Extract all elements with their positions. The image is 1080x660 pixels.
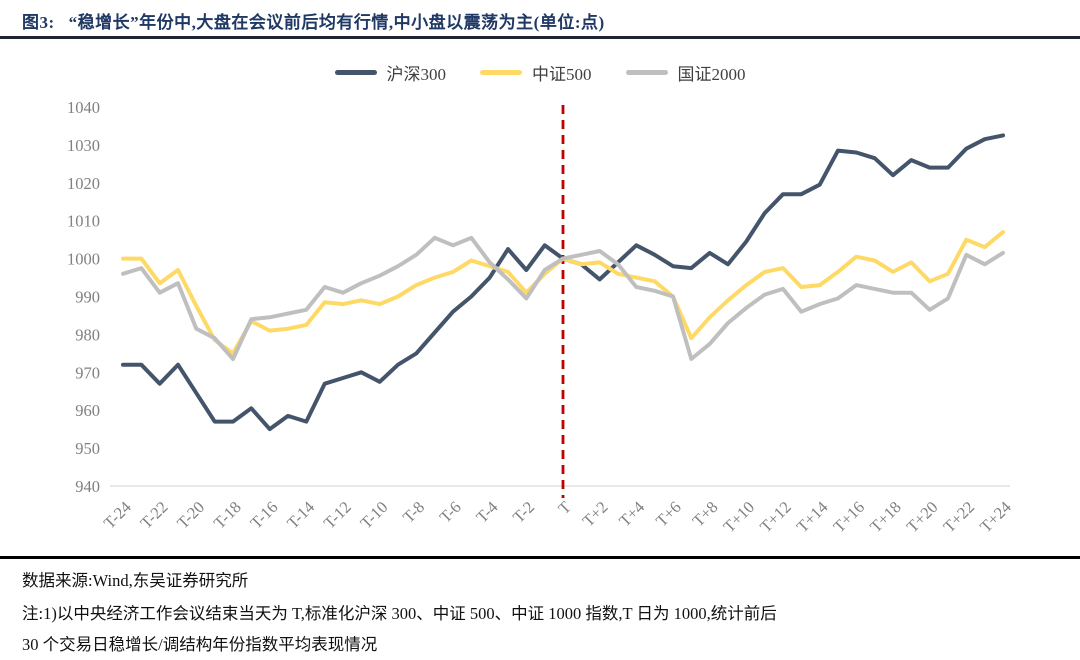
x-axis-tick-label: T+16 [829, 497, 868, 536]
y-axis-tick-label: 1030 [67, 136, 100, 155]
y-axis-tick-label: 960 [75, 401, 100, 420]
legend-label-zz500: 中证500 [532, 65, 592, 84]
y-axis-tick-label: 1040 [67, 98, 100, 117]
x-axis-tick-label: T [554, 497, 575, 518]
top-divider [0, 36, 1080, 39]
y-axis-tick-label: 990 [75, 288, 100, 307]
x-axis-tick-label: T-10 [356, 497, 391, 532]
legend-item-hs300[interactable]: 沪深300 [334, 60, 447, 85]
x-axis-tick-label: T+20 [903, 497, 942, 536]
x-axis-tick-label: T-24 [100, 497, 135, 532]
x-axis-tick-label: T+6 [652, 497, 685, 530]
y-axis-tick-label: 1010 [67, 212, 100, 231]
x-axis-tick-label: T-4 [472, 497, 501, 526]
figure-note-line2: 30 个交易日稳增长/调结构年份指数平均表现情况 [22, 635, 378, 654]
y-axis-tick-label: 940 [75, 477, 100, 496]
x-axis-tick-label: T+24 [976, 497, 1015, 536]
x-axis-tick-label: T-22 [136, 497, 171, 532]
y-axis-tick-label: 1000 [67, 250, 100, 269]
series-line-沪深300 [121, 133, 1005, 432]
x-axis-tick-label: T-8 [399, 497, 428, 526]
figure-title-text: “稳增长”年份中,大盘在会议前后均有行情,中小盘以震荡为主(单位:点) [68, 13, 605, 32]
legend-item-gz2000[interactable]: 国证2000 [625, 60, 746, 85]
x-axis-tick-label: T+2 [579, 497, 612, 530]
legend-item-zz500[interactable]: 中证500 [480, 60, 592, 85]
chart-area: 940 950 960 970 980 990 1000 1010 1020 1030 1040 T-… [0, 88, 1080, 558]
figure-number: 图3: [22, 13, 55, 32]
x-axis-tick-label: T+14 [793, 497, 832, 536]
series-line-国证2000 [121, 235, 1005, 361]
x-axis-tick-label: T+4 [615, 497, 648, 530]
legend-swatch-gz2000-icon [625, 70, 668, 75]
x-axis-tick-label: T-6 [436, 497, 465, 526]
x-axis-tick-label: T+8 [689, 497, 722, 530]
bottom-divider [0, 556, 1080, 559]
legend-swatch-zz500-icon [480, 70, 522, 75]
y-axis-tick-label: 980 [75, 325, 100, 344]
data-source: 数据来源:Wind,东吴证券研究所 [22, 571, 249, 590]
y-axis-tick-label: 970 [75, 363, 100, 382]
x-axis-tick-label: T-16 [246, 497, 281, 532]
y-axis-tick-label: 1020 [67, 174, 100, 193]
legend-label-hs300: 沪深300 [386, 65, 447, 84]
legend-swatch-hs300-icon [334, 70, 377, 75]
figure-note: 注:1)以中央经济工作会议结束当天为 T,标准化沪深 300、中证 500、中证… [22, 598, 1062, 660]
x-axis-tick-label: T+12 [756, 497, 795, 536]
chart-legend: 沪深300 中证500 国证2000 [0, 60, 1080, 85]
line-chart: 940 950 960 970 980 990 1000 1010 1020 1030 1040 T-… [67, 98, 1015, 536]
figure-title: 图3: “稳增长”年份中,大盘在会议前后均有行情,中小盘以震荡为主(单位:点) [22, 8, 605, 33]
y-axis-tick-label: 950 [75, 439, 100, 458]
x-axis-tick-label: T+18 [866, 497, 905, 536]
x-axis-tick-label: T-14 [283, 497, 318, 532]
x-axis-tick-label: T+10 [719, 497, 758, 536]
x-axis-tick-label: T-12 [320, 497, 355, 532]
x-axis-tick-label: T-20 [173, 497, 208, 532]
figure-note-line1: 注:1)以中央经济工作会议结束当天为 T,标准化沪深 300、中证 500、中证… [22, 604, 777, 623]
x-axis-tick-label: T+22 [939, 497, 978, 536]
legend-label-gz2000: 国证2000 [677, 65, 746, 84]
x-axis-tick-label: T-2 [509, 497, 538, 526]
x-axis-tick-label: T-18 [210, 497, 245, 532]
